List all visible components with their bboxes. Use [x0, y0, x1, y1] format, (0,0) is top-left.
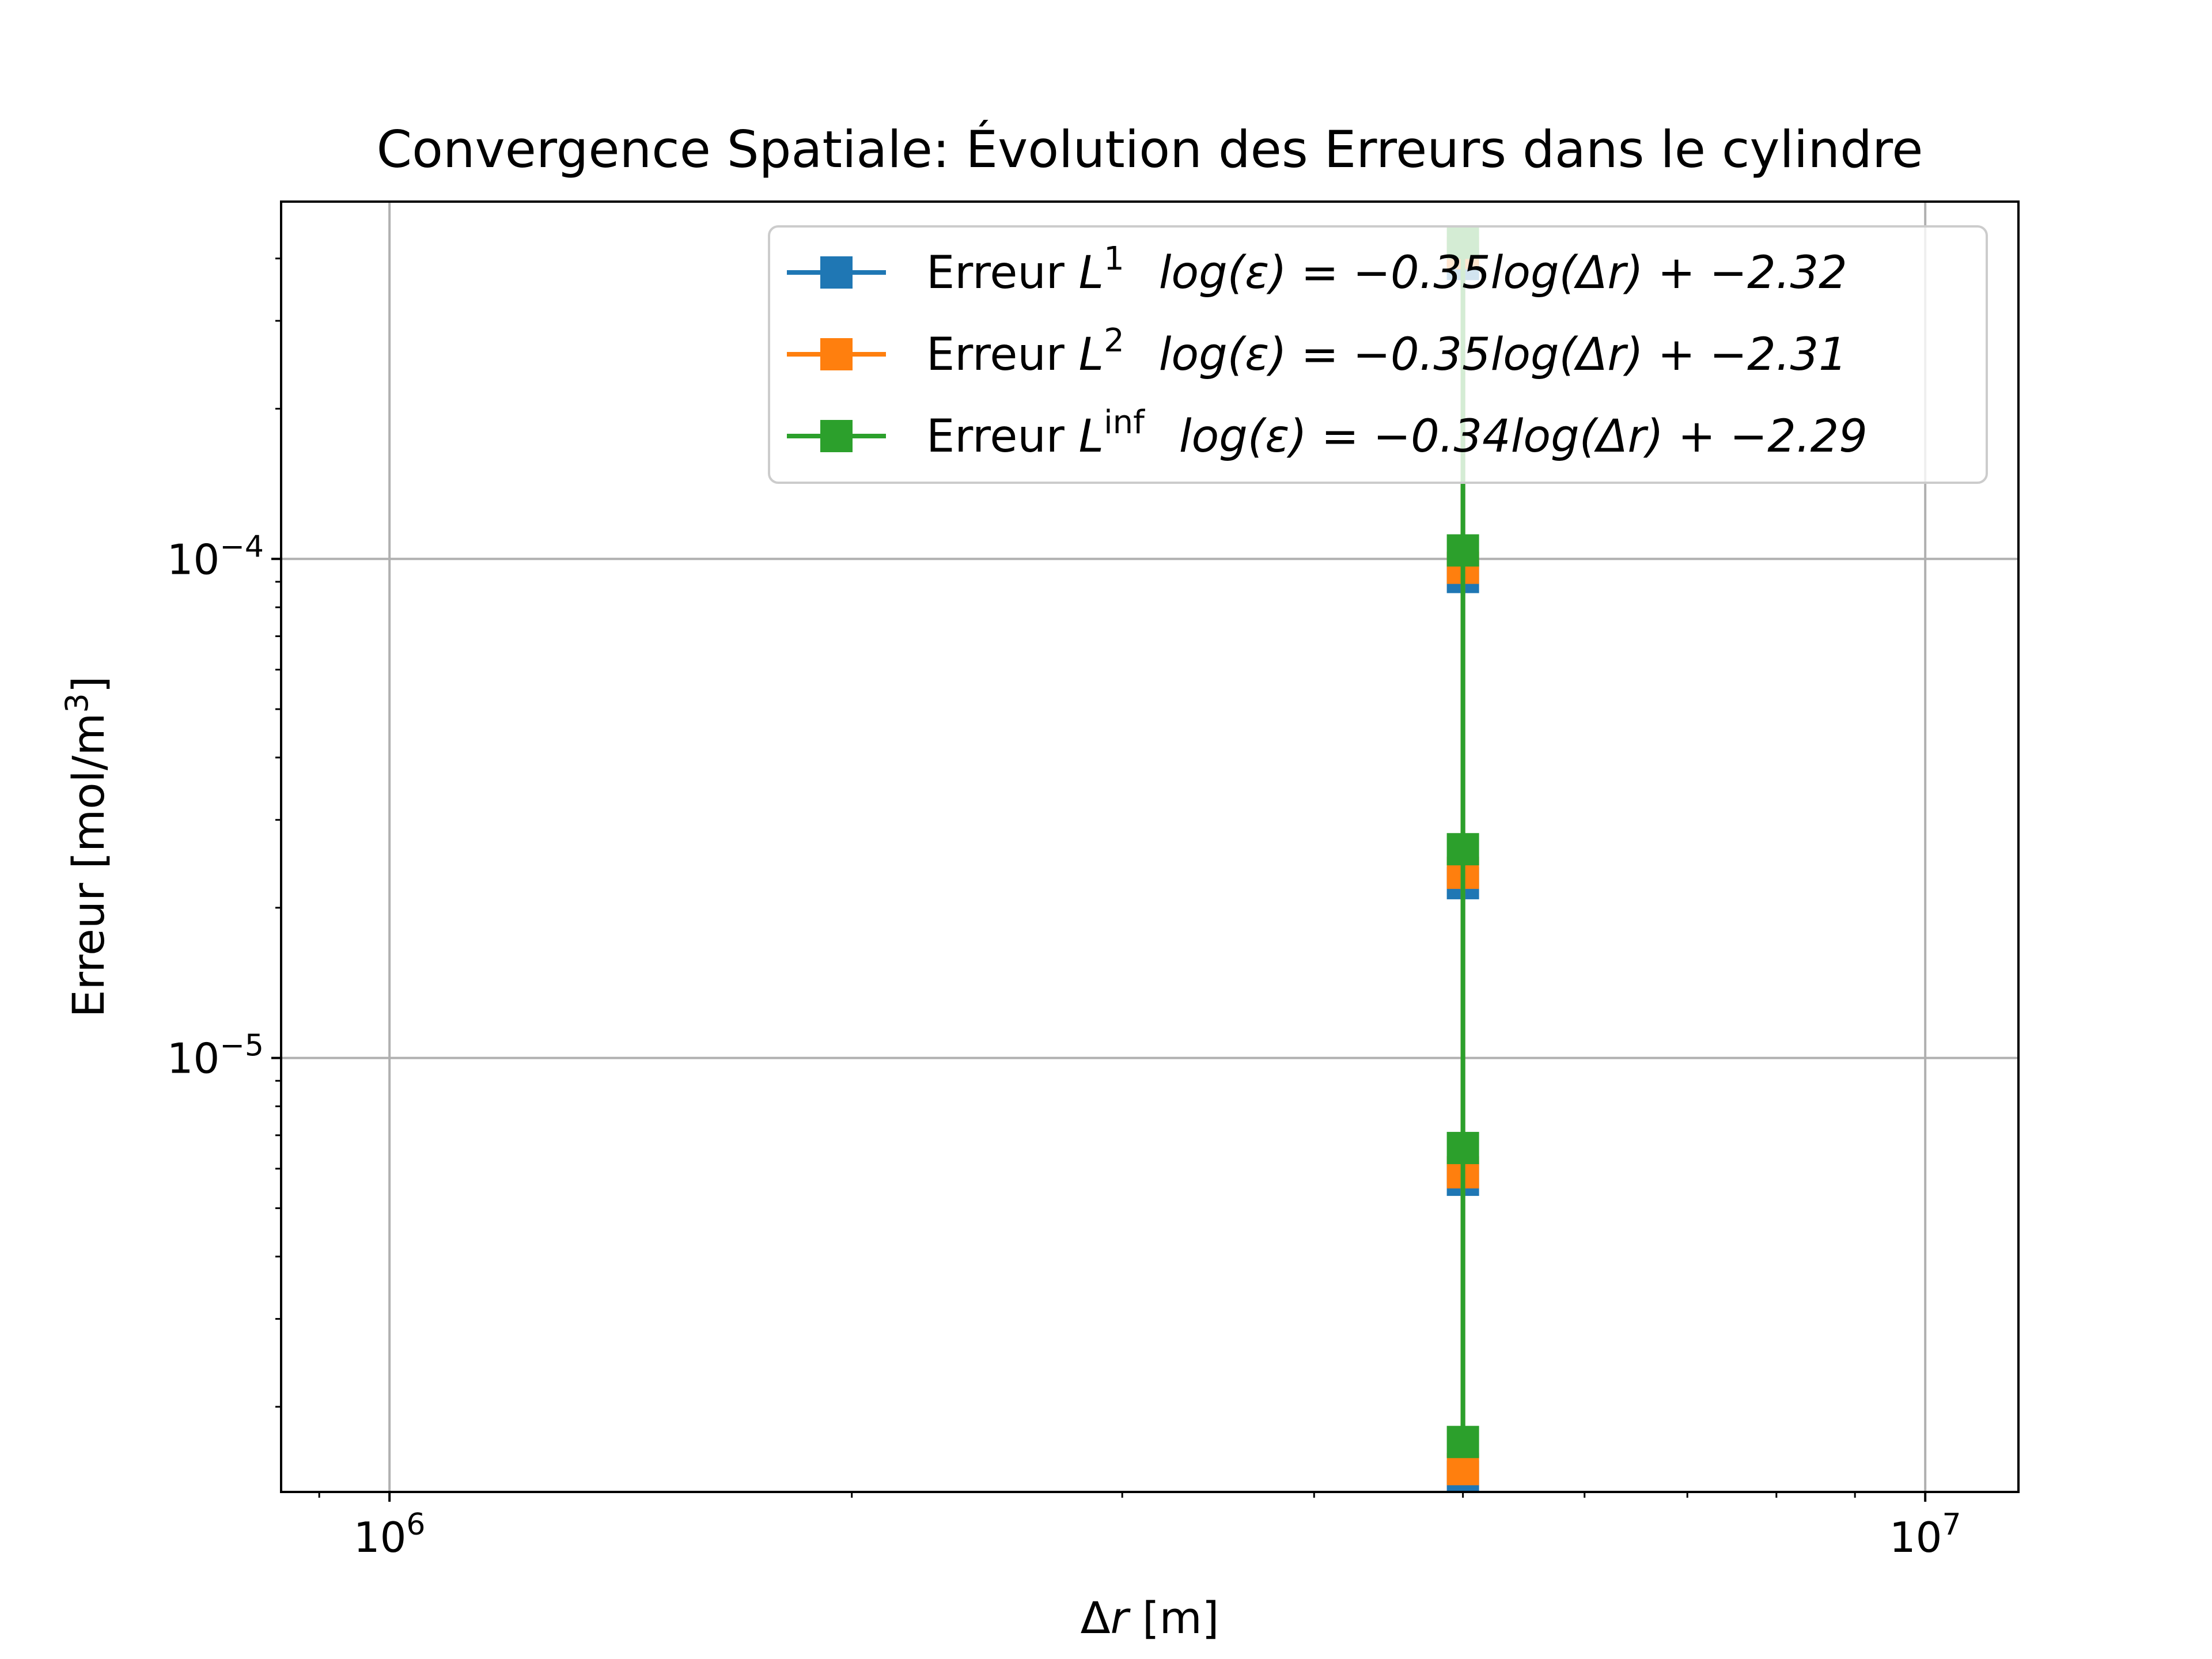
- legend-label-sup: 2: [1104, 322, 1124, 359]
- x-axis-label-symbol: Δ: [1081, 1592, 1111, 1643]
- y-axis-label: Erreur [mol/m3]: [59, 676, 114, 1018]
- legend-entry: Erreur L1 log(ε) = −0.35log(Δr) + −2.32: [787, 240, 1847, 299]
- legend-marker: [820, 256, 853, 289]
- data-point: [1446, 1426, 1479, 1459]
- chart-title: Convergence Spatiale: Évolution des Erre…: [377, 120, 1923, 179]
- y-tick-label-base: 10: [167, 1035, 220, 1083]
- y-tick-label: 10−5: [167, 1029, 264, 1083]
- legend-label: Erreur Linf log(ε) = −0.34log(Δr) + −2.29: [926, 404, 1868, 463]
- y-tick-label-base: 10: [167, 535, 220, 584]
- x-axis-label-unit: [m]: [1128, 1592, 1219, 1643]
- legend-label-sup: 1: [1104, 240, 1124, 278]
- legend-label-var: L: [1079, 411, 1104, 463]
- legend-label: Erreur L1 log(ε) = −0.35log(Δr) + −2.32: [926, 240, 1847, 299]
- legend-label-sup: inf: [1104, 404, 1145, 441]
- legend-label: Erreur L2 log(ε) = −0.35log(Δr) + −2.31: [926, 322, 1847, 381]
- x-axis-label-var: r: [1111, 1592, 1131, 1643]
- y-axis-label-main: Erreur [mol/m: [63, 713, 114, 1018]
- y-axis-label-sup: 3: [59, 693, 95, 713]
- y-tick-label: 10−4: [167, 529, 264, 584]
- legend-label-prefix: Erreur: [926, 329, 1079, 381]
- data-point: [1446, 833, 1479, 866]
- y-tick-label-exp: −4: [219, 529, 264, 564]
- x-tick-label-exp: 6: [406, 1508, 425, 1542]
- legend-marker: [820, 420, 853, 452]
- legend-label-prefix: Erreur: [926, 247, 1079, 299]
- x-tick-label-base: 10: [1889, 1513, 1942, 1562]
- legend-label-equation: log(ε) = −0.35log(Δr) + −2.31: [1159, 329, 1847, 381]
- y-axis-label-close: ]: [63, 676, 114, 694]
- legend-label-var: L: [1079, 247, 1104, 299]
- x-tick-label-exp: 7: [1942, 1508, 1961, 1542]
- grid: [281, 202, 2018, 1492]
- legend-label-var: L: [1079, 329, 1104, 381]
- x-tick-label-base: 10: [354, 1513, 407, 1562]
- legend-box: [768, 225, 1988, 484]
- legend-entry: Erreur Linf log(ε) = −0.34log(Δr) + −2.29: [787, 404, 1868, 463]
- data-point: [1446, 1453, 1479, 1486]
- legend-label-equation: log(ε) = −0.34log(Δr) + −2.29: [1179, 411, 1868, 463]
- data-point: [1446, 534, 1479, 567]
- y-tick-label-exp: −5: [219, 1029, 264, 1063]
- data-point: [1446, 1131, 1479, 1164]
- x-axis-label: Δr [m]: [1081, 1592, 1219, 1643]
- x-tick-label: 106: [354, 1508, 426, 1562]
- legend: Erreur L1 log(ε) = −0.35log(Δr) + −2.32Er…: [768, 225, 1988, 484]
- legend-label-prefix: Erreur: [926, 411, 1079, 463]
- x-tick-label: 107: [1889, 1508, 1961, 1562]
- legend-entry: Erreur L2 log(ε) = −0.35log(Δr) + −2.31: [787, 322, 1847, 381]
- legend-marker: [820, 338, 853, 370]
- legend-label-equation: log(ε) = −0.35log(Δr) + −2.32: [1159, 247, 1847, 299]
- plot-frame: [280, 200, 2020, 1493]
